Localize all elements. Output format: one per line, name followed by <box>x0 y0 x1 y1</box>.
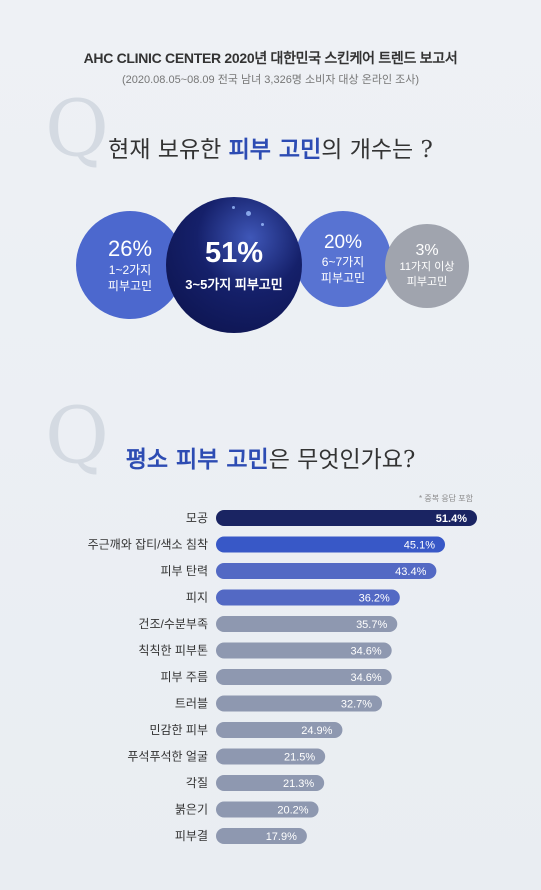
circle-1-line2: 피부고민 <box>107 279 153 293</box>
circle-2-pct: 51% <box>204 237 264 269</box>
question-2-highlight: 평소 피부 고민 <box>125 446 269 473</box>
category-label-11: 붉은기 <box>175 803 208 817</box>
bar-10 <box>216 775 325 791</box>
circle-1-2-concerns: 26% 1~2가지 피부고민 <box>76 211 184 319</box>
circle-1-pct: 26% <box>107 236 153 261</box>
circle-4-pct: 3% <box>415 242 439 259</box>
bar-5 <box>216 642 392 659</box>
value-label-9: 21.5% <box>284 752 315 764</box>
value-label-5: 34.6% <box>350 646 381 658</box>
circle-4-line2: 피부고민 <box>406 276 448 288</box>
value-label-8: 24.9% <box>301 725 332 737</box>
q-watermark-2: Q <box>45 391 109 481</box>
category-label-4: 건조/수분부족 <box>138 617 208 631</box>
question-1-before: 현재 보유한 <box>108 137 229 163</box>
multiple-response-note: * 중복 응답 포함 <box>419 494 473 503</box>
sparkle-decoration <box>246 211 251 216</box>
category-label-10: 각질 <box>186 776 208 790</box>
category-label-9: 푸석푸석한 얼굴 <box>127 750 208 764</box>
value-label-7: 32.7% <box>341 699 372 711</box>
question-1: 현재 보유한 피부 고민의 개수는 ? <box>0 130 541 164</box>
bar-9 <box>216 748 326 765</box>
category-label-1: 주근깨와 잡티/색소 침착 <box>88 538 208 552</box>
bar-0 <box>216 510 477 526</box>
circle-2-line1: 3~5가지 피부고민 <box>185 277 283 292</box>
category-label-3: 피지 <box>186 591 208 605</box>
bar-4 <box>216 616 398 632</box>
value-label-2: 43.4% <box>395 566 426 578</box>
bar-6 <box>216 669 392 685</box>
circle-3-line2: 피부고민 <box>320 271 366 285</box>
bar-8 <box>216 722 343 738</box>
circle-3-pct: 20% <box>323 232 363 253</box>
value-label-12: 17.9% <box>266 831 297 843</box>
circle-4-line1: 11가지 이상 <box>399 261 455 273</box>
circle-3-5-concerns: 51% 3~5가지 피부고민 <box>166 197 302 333</box>
category-label-2: 피부 탄력 <box>161 564 209 578</box>
circle-11-plus-concerns: 3% 11가지 이상 피부고민 <box>385 224 469 308</box>
report-title: AHC CLINIC CENTER 2020년 대한민국 스킨케어 트렌드 보고… <box>83 50 458 66</box>
q-watermark-1: Q <box>45 84 109 174</box>
value-label-1: 45.1% <box>404 540 435 552</box>
value-label-0: 51.4% <box>436 513 467 525</box>
question-2: 평소 피부 고민은 무엇인가요? <box>0 440 541 474</box>
category-label-7: 트러블 <box>175 697 208 711</box>
circle-1-line1: 1~2가지 <box>108 263 152 277</box>
bar-3 <box>216 589 400 606</box>
question-1-highlight: 피부 고민 <box>228 136 322 163</box>
value-label-4: 35.7% <box>356 619 387 631</box>
bar-11 <box>216 801 319 818</box>
value-label-6: 34.6% <box>350 672 381 684</box>
bar-1 <box>216 536 446 553</box>
category-label-5: 칙칙한 피부톤 <box>138 644 208 658</box>
bar-12 <box>216 828 307 844</box>
category-label-6: 피부 주름 <box>161 670 209 684</box>
category-label-12: 피부결 <box>175 829 208 843</box>
circle-6-7-concerns: 20% 6~7가지 피부고민 <box>295 211 391 307</box>
sparkle-decoration <box>261 223 264 226</box>
value-label-3: 36.2% <box>359 593 390 605</box>
circle-3-line1: 6~7가지 <box>321 255 365 269</box>
bar-2 <box>216 563 437 579</box>
question-1-after: 의 개수는 ? <box>321 137 433 163</box>
value-label-11: 20.2% <box>277 805 308 817</box>
sparkle-decoration <box>232 206 235 209</box>
question-2-after: 은 무엇인가요? <box>268 447 416 473</box>
value-label-10: 21.3% <box>283 778 314 790</box>
category-label-8: 민감한 피부 <box>149 723 208 737</box>
bar-7 <box>216 695 383 712</box>
survey-info: (2020.08.05~08.09 전국 남녀 3,326명 소비자 대상 온라… <box>121 74 420 86</box>
category-label-0: 모공 <box>186 511 208 525</box>
